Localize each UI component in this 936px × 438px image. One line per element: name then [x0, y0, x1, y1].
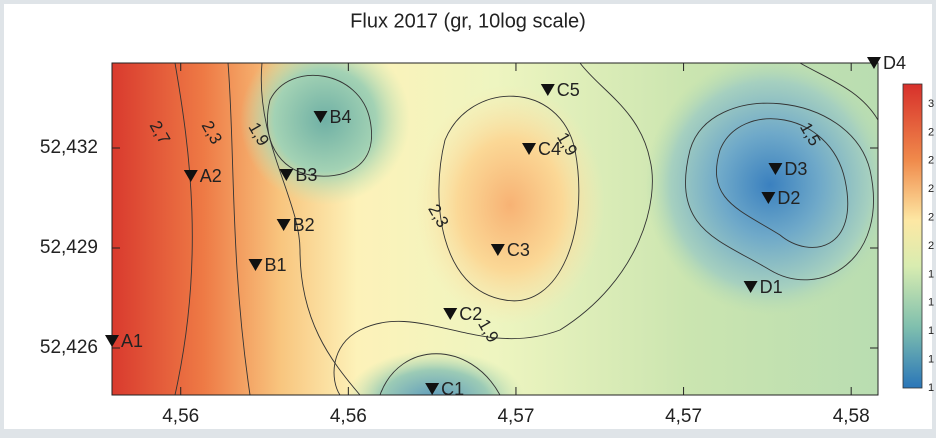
y-tick-label: 52,426 [40, 337, 98, 358]
x-tick-label: 4,57 [497, 406, 534, 427]
station-marker [743, 281, 758, 293]
station-marker [443, 308, 458, 320]
colorbar [902, 83, 923, 389]
colorbar-label: 2 [928, 126, 934, 138]
station-marker [313, 111, 328, 123]
colorbar-label: 2 [928, 183, 934, 195]
station-label: D4 [883, 53, 906, 73]
x-tick-label: 4,56 [330, 406, 367, 427]
station-label: D3 [784, 159, 807, 179]
station-label: B3 [295, 165, 317, 185]
station-marker [540, 84, 555, 96]
station-label: B4 [330, 107, 352, 127]
colorbar-label: 2 [928, 155, 934, 167]
colorbar-label: 1 [928, 297, 934, 309]
plot-frame [111, 62, 879, 396]
contour-field [112, 63, 878, 395]
station-label: C4 [538, 139, 561, 159]
station-label: B2 [293, 215, 315, 235]
station-label: B1 [264, 255, 286, 275]
station-label: D1 [760, 277, 783, 297]
station-label: C1 [441, 379, 464, 399]
station-label: C5 [557, 80, 580, 100]
station-label: A1 [121, 331, 143, 351]
colorbar-label: 2 [928, 212, 934, 224]
station-marker [183, 170, 198, 182]
colorbar-label: 1 [928, 325, 934, 337]
colorbar-label: 1 [928, 268, 934, 280]
station-label: C3 [507, 240, 530, 260]
station-label: D2 [777, 188, 800, 208]
colorbar-label: 1 [928, 354, 934, 366]
station-marker [279, 169, 294, 181]
chart-title: Flux 2017 (gr, 10log scale) [350, 10, 586, 32]
station-marker [248, 259, 263, 271]
y-tick-label: 52,432 [40, 137, 98, 158]
x-tick-label: 4,56 [162, 406, 199, 427]
station-marker [490, 244, 505, 256]
station-label: C2 [459, 304, 482, 324]
colorbar-label: 2 [928, 240, 934, 252]
station-marker [866, 57, 881, 69]
station-label: A2 [200, 166, 222, 186]
colorbar-label: 3 [928, 98, 934, 110]
station-marker [522, 143, 537, 155]
station-marker [761, 192, 776, 204]
station-marker [425, 383, 440, 395]
x-tick-label: 4,58 [833, 406, 870, 427]
x-tick-label: 4,57 [665, 406, 702, 427]
station-marker [276, 219, 291, 231]
y-tick-label: 52,429 [40, 237, 98, 258]
station-marker [768, 163, 783, 175]
station-marker [105, 335, 119, 347]
colorbar-label: 1 [928, 382, 934, 394]
